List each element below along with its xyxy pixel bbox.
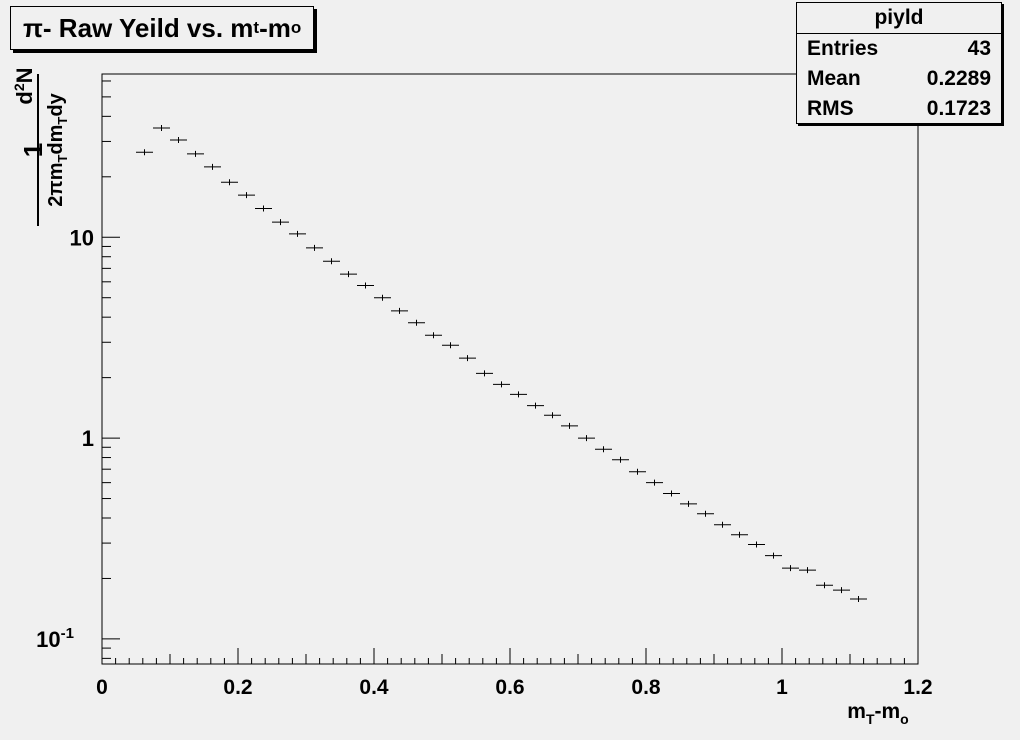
x-axis-label: mT-mo [847,700,908,727]
stats-value: 43 [967,37,991,60]
data-point [731,531,748,538]
y-label-denominator: 2πmTdmTdy [45,92,70,206]
data-point [153,124,170,131]
data-point [493,381,510,388]
data-point [680,500,697,507]
data-point [425,332,442,339]
data-point [799,567,816,574]
x-axis: 0 0.2 0.4 0.6 0.8 1 1.2 [96,648,933,699]
data-point [340,271,357,278]
x-tick-label: 0.6 [495,676,524,699]
x-tick-label: 1 [776,676,788,699]
stats-row-mean: Mean 0.2289 [797,64,1001,94]
y-axis-label: 1 d2N 2πmTdmTdy [11,67,70,226]
data-point [374,294,391,301]
data-point [850,596,867,603]
data-point [289,230,306,237]
data-point [510,391,527,398]
data-point [816,582,833,589]
data-point [748,541,765,548]
data-point [646,479,663,486]
data-point [238,192,255,199]
chart-title: π- Raw Yeild vs. m t -m o [10,6,315,50]
stats-row-rms: RMS 0.1723 [797,94,1001,124]
x-tick-label: 0 [96,676,108,699]
title-main: π- Raw Yeild vs. m [23,12,254,43]
data-point [527,402,544,409]
data-point [544,412,561,419]
data-point [204,163,221,170]
plot-frame [101,73,919,665]
title-sub-o: o [290,18,302,37]
data-point [561,422,578,429]
data-point [306,244,323,251]
data-point [136,149,153,156]
title-sub-t: t [253,18,260,37]
x-tick-label: 0.8 [631,676,661,699]
x-tick-label: 1.2 [903,676,932,699]
data-point [697,510,714,517]
data-point [578,435,595,442]
data-point [272,219,289,226]
data-point [221,179,238,186]
stats-label: Entries [807,37,879,60]
stats-value: 0.1723 [926,97,991,120]
data-point [833,587,850,594]
stats-row-entries: Entries 43 [797,34,1001,64]
stats-value: 0.2289 [926,67,991,90]
data-point [170,136,187,143]
data-point [255,205,272,212]
data-point [782,565,799,572]
data-point [391,307,408,314]
stats-label: Mean [807,67,861,90]
data-point [408,319,425,326]
data-point [187,150,204,157]
data-point [323,258,340,265]
data-point [714,521,731,528]
data-points [136,124,867,603]
y-tick-label: 1 [82,426,94,451]
data-point [612,456,629,463]
data-point [765,552,782,559]
y-label-numerator: d2N [11,67,37,104]
data-point [442,342,459,349]
x-tick-label: 0.2 [223,676,252,699]
stats-name: piyld [797,3,1001,34]
data-point [459,355,476,362]
y-label-one: 1 [18,143,48,157]
stats-box: piyld Entries 43 Mean 0.2289 RMS 0.1723 [796,2,1002,124]
data-point [476,370,493,377]
y-tick-label: 10 [70,225,94,250]
data-point [629,468,646,475]
data-point [663,490,680,497]
data-point [595,446,612,453]
data-point [357,282,374,289]
stats-label: RMS [807,97,854,120]
y-tick-label: 10-1 [36,625,74,652]
x-tick-label: 0.4 [359,676,389,699]
title-mid: -m [259,12,291,43]
